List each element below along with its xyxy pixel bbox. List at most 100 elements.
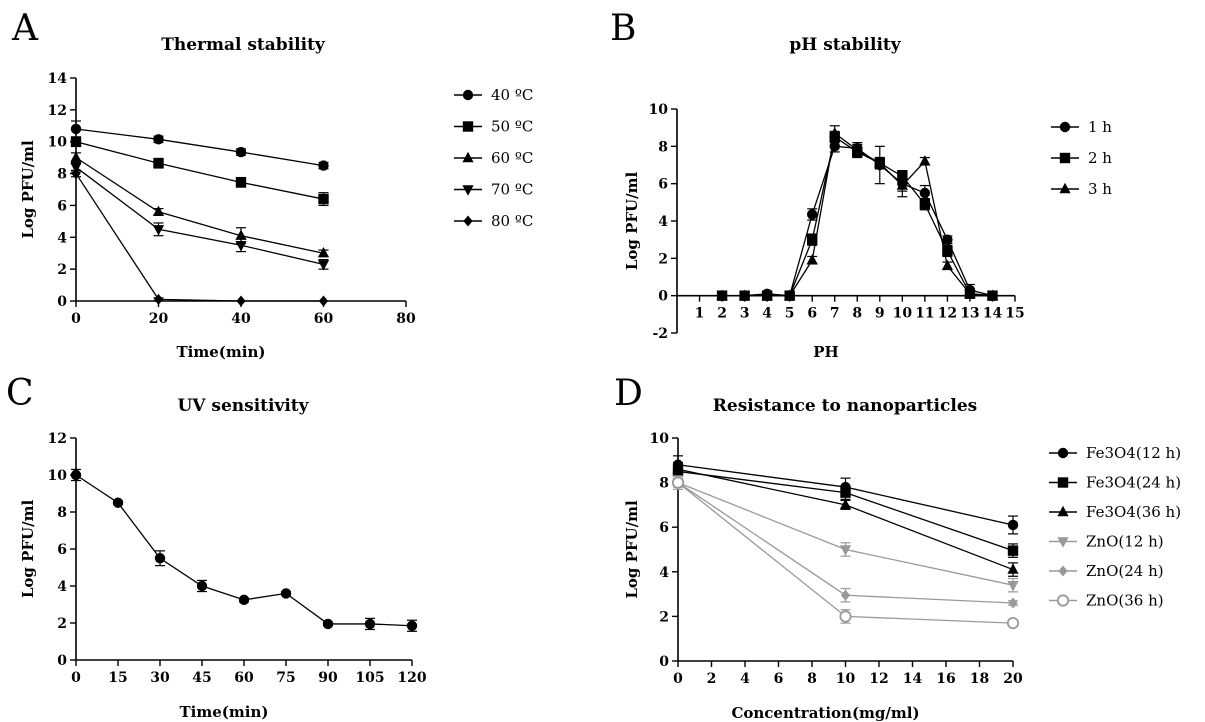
- y-axis-label: Log PFU/ml: [623, 500, 641, 599]
- x-tick-label: 3: [740, 306, 750, 322]
- panel-a: A Thermal stability 0 2 4 6 8 10 12 14 0 20 40 60 80 Lo…: [11, 8, 533, 361]
- series-5: [71, 168, 329, 307]
- x-tick-label: 14: [983, 306, 1003, 322]
- x-tick-label: 11: [915, 306, 934, 322]
- legend-label: 70 ºC: [491, 181, 533, 199]
- data-point: [317, 247, 330, 258]
- y-tick-label: 10: [48, 468, 68, 484]
- x-tick-label: 2: [707, 671, 717, 687]
- x-tick-label: 8: [852, 306, 862, 322]
- legend-label: ZnO(24 h): [1086, 562, 1164, 580]
- x-tick-label: 6: [807, 306, 817, 322]
- x-tick-label: 8: [807, 671, 817, 687]
- x-tick-label: 0: [71, 311, 81, 327]
- y-tick-label: 4: [658, 214, 668, 230]
- data-point: [235, 229, 247, 240]
- data-point: [235, 241, 247, 252]
- data-point: [840, 589, 851, 601]
- series-2: [70, 136, 329, 207]
- data-point: [739, 289, 751, 300]
- panel-d: D Resistance to nanoparticles 0 2 4 6 8 10 0 2 4 6 8…: [614, 373, 1181, 722]
- data-point: [238, 594, 250, 606]
- series-3: [70, 151, 330, 258]
- legend-marker: [1057, 505, 1069, 517]
- x-tick-label: 0: [673, 671, 683, 687]
- data-point: [318, 295, 329, 307]
- data-point: [153, 293, 164, 305]
- legend-label: 40 ºC: [491, 86, 533, 104]
- legend-marker: [1056, 594, 1070, 607]
- x-axis-label: Time(min): [180, 703, 269, 721]
- x-tick-label: 12: [938, 306, 957, 322]
- data-point: [807, 234, 818, 245]
- y-tick-label: 0: [658, 289, 668, 305]
- x-tick-label: 10: [836, 671, 856, 687]
- data-point: [807, 209, 818, 220]
- series-line: [75, 128, 324, 167]
- data-point: [672, 463, 684, 474]
- x-tick-label: 60: [234, 670, 254, 686]
- legend-marker: [1057, 477, 1069, 488]
- data-point: [784, 289, 796, 300]
- x-tick-label: 105: [355, 670, 384, 686]
- y-tick-label: 8: [658, 139, 668, 155]
- data-point: [851, 143, 863, 155]
- y-tick-label: 12: [48, 431, 67, 447]
- x-axis-label: Time(min): [177, 343, 266, 361]
- x-tick-label: 15: [108, 670, 127, 686]
- legend-marker: [462, 121, 474, 132]
- legend-marker: [1057, 447, 1069, 459]
- y-tick-label: 14: [48, 71, 68, 87]
- y-tick-label: 4: [57, 230, 67, 246]
- legend-label: 80 ºC: [491, 212, 533, 230]
- series-line: [75, 141, 324, 200]
- data-point: [942, 245, 953, 257]
- y-tick-label: 6: [658, 177, 668, 193]
- data-point: [70, 136, 82, 147]
- y-tick-label: 2: [57, 616, 67, 632]
- y-tick-label: 10: [650, 431, 670, 447]
- panel-letter: B: [610, 8, 636, 49]
- data-point: [986, 289, 999, 300]
- data-point: [941, 259, 953, 270]
- legend-marker: [1059, 152, 1071, 164]
- x-tick-label: 13: [960, 306, 979, 322]
- x-tick-label: 40: [231, 311, 251, 327]
- chart-title: pH stability: [789, 35, 901, 55]
- panel-letter: C: [6, 373, 34, 414]
- legend-label: Fe3O4(24 h): [1086, 474, 1181, 492]
- y-tick-label: 6: [57, 542, 67, 558]
- data-point: [839, 498, 852, 510]
- y-tick-label: 2: [658, 251, 668, 267]
- y-tick-label: 2: [659, 609, 669, 625]
- data-point: [318, 160, 329, 171]
- x-tick-label: 16: [936, 671, 955, 687]
- y-tick-label: 8: [57, 505, 67, 521]
- series-3: [672, 461, 1019, 577]
- data-point: [235, 146, 247, 158]
- legend-marker: [1059, 182, 1071, 194]
- legend-marker: [1058, 565, 1068, 577]
- y-tick-label: 0: [57, 294, 67, 310]
- data-point: [1007, 580, 1019, 592]
- data-point: [919, 199, 931, 210]
- data-point: [317, 260, 330, 271]
- x-tick-label: 60: [314, 311, 334, 327]
- data-point: [1007, 563, 1019, 574]
- y-tick-label: 8: [57, 167, 67, 183]
- x-tick-label: 20: [1003, 671, 1023, 687]
- data-point: [1007, 519, 1019, 531]
- y-axis-label: Log PFU/ml: [19, 500, 37, 599]
- data-point: [840, 487, 851, 498]
- data-point: [235, 177, 247, 188]
- legend-marker: [462, 151, 474, 163]
- x-tick-label: 75: [276, 670, 295, 686]
- y-tick-label: 8: [659, 476, 669, 492]
- x-tick-label: 90: [318, 670, 338, 686]
- data-point: [671, 476, 685, 489]
- legend-label: Fe3O4(36 h): [1086, 503, 1181, 521]
- x-axis-label: Concentration(mg/ml): [731, 704, 919, 722]
- data-point: [839, 545, 852, 556]
- data-point: [236, 295, 246, 307]
